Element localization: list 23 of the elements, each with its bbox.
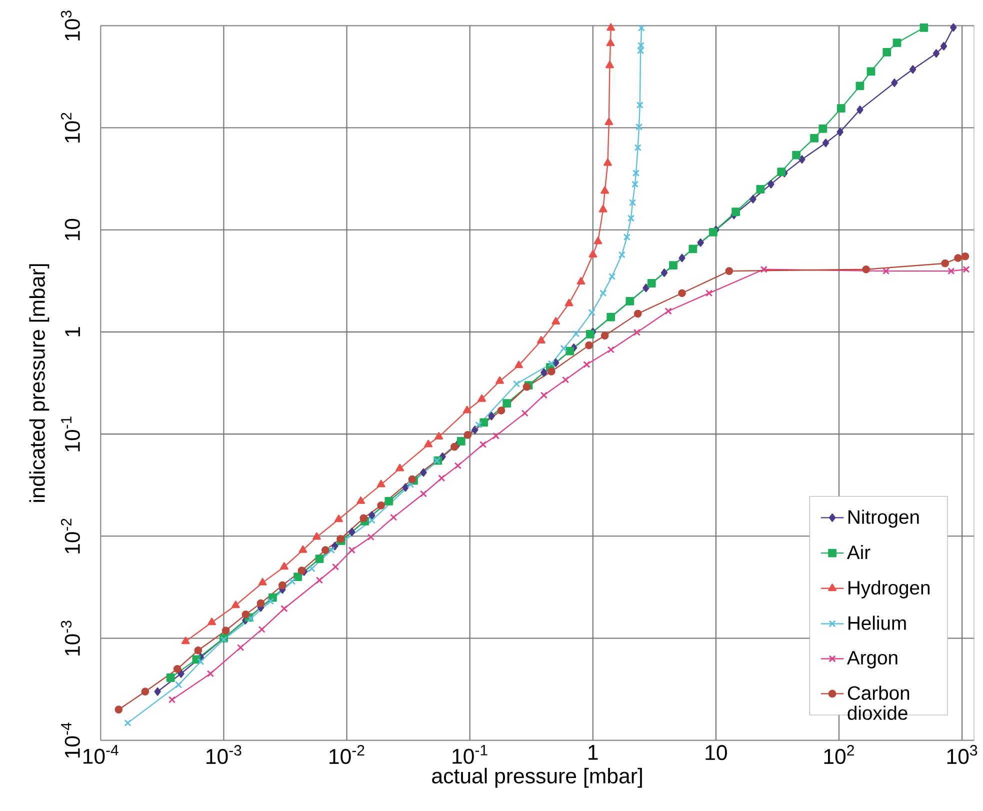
legend-label: Hydrogen: [848, 580, 930, 598]
x-tick-label: 10$^{-3}$: [206, 745, 242, 764]
x-tick-label: 10$^{-2}$: [330, 745, 364, 764]
x-axis-title: actual pressure [mbar]: [432, 768, 642, 788]
x-tick-label: 10$^{-4}$: [83, 745, 118, 764]
y-axis-title: indicated pressure [mbar]: [29, 264, 50, 502]
legend-label: Helium: [848, 616, 906, 630]
x-tick-label: 10$^{-1}$: [452, 745, 488, 764]
y-tick-label: 10$^{-2}$: [60, 518, 80, 554]
y-tick-label: 10$^{-3}$: [60, 620, 80, 656]
y-tick-label: 10: [64, 218, 80, 240]
legend-label: Carbon dioxide: [848, 686, 910, 720]
y-tick-label: 10$^{3}$: [60, 10, 80, 40]
y-tick-label: 10$^{2}$: [60, 112, 80, 142]
x-tick-label: 10: [706, 745, 727, 760]
y-tick-label: 10$^{-1}$: [61, 416, 80, 452]
legend-label: Argon: [846, 651, 898, 668]
y-tick-label: 1: [65, 327, 80, 336]
x-tick-label: 10$^{3}$: [947, 745, 978, 764]
legend-label: Nitrogen: [848, 510, 919, 528]
x-tick-label: 1: [588, 745, 598, 760]
legend-label: Air: [846, 545, 870, 560]
x-tick-label: 10$^{2}$: [824, 745, 854, 764]
